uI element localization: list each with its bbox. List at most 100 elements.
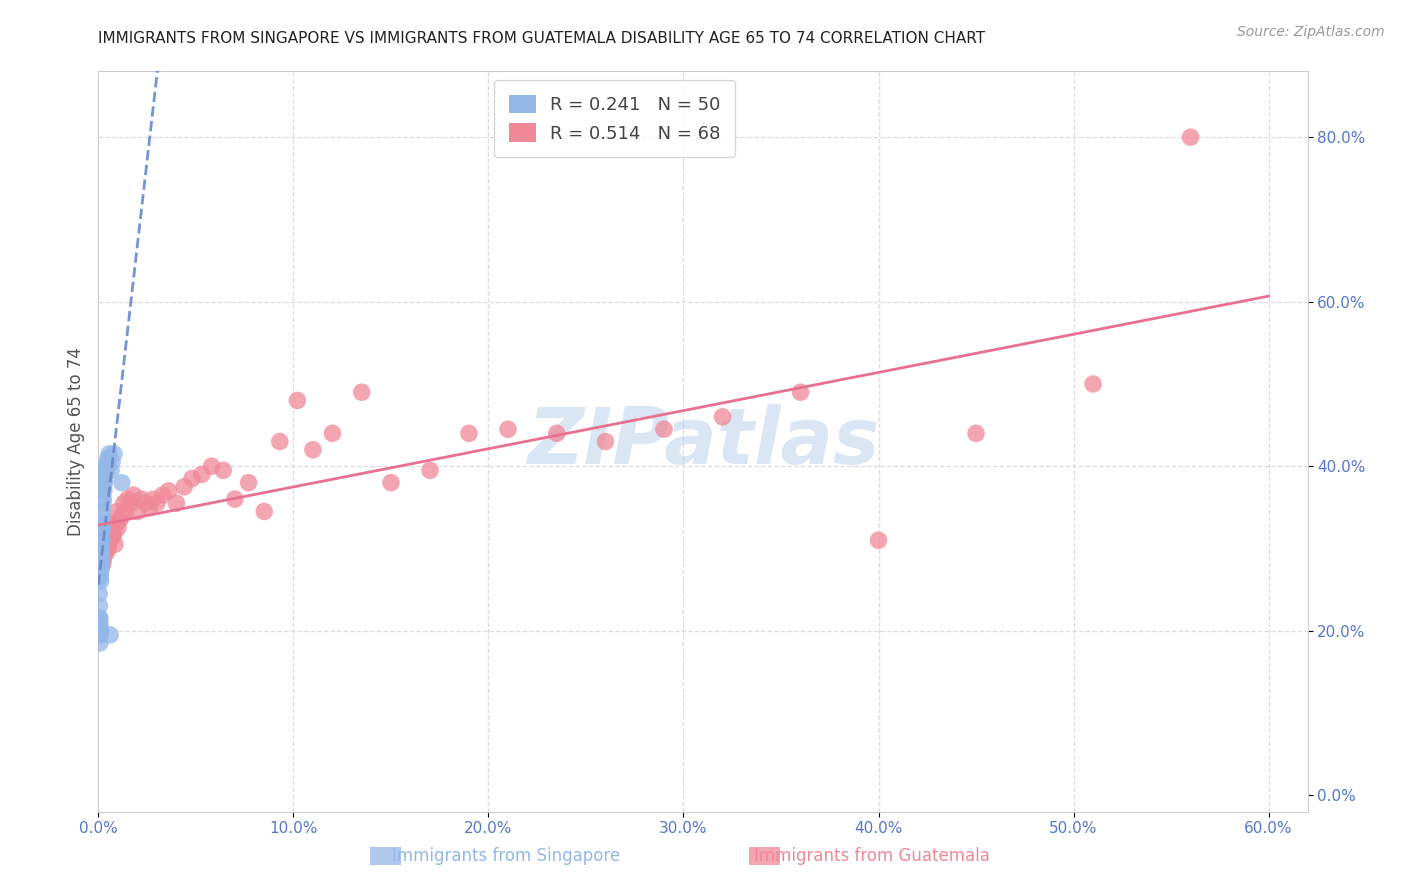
- Point: [89, 570, 111, 584]
- Point: [97, 450, 120, 465]
- Point: [93, 475, 115, 490]
- Point: [122, 488, 145, 502]
- Point: [98, 628, 121, 642]
- Point: [142, 492, 165, 507]
- Point: [101, 529, 124, 543]
- Point: [90, 529, 112, 543]
- Point: [269, 434, 291, 449]
- Point: [87, 554, 110, 568]
- Point: [173, 480, 195, 494]
- Point: [868, 533, 890, 548]
- Point: [104, 516, 127, 531]
- Point: [98, 524, 121, 539]
- Point: [146, 496, 169, 510]
- Point: [253, 504, 276, 518]
- Point: [90, 554, 112, 568]
- Point: [93, 480, 115, 494]
- Point: [90, 549, 112, 564]
- Point: [89, 611, 111, 625]
- Point: [419, 463, 441, 477]
- Point: [1081, 376, 1104, 391]
- Point: [238, 475, 260, 490]
- Point: [89, 628, 111, 642]
- Point: [108, 513, 131, 527]
- Point: [711, 409, 734, 424]
- Point: [94, 537, 117, 551]
- Point: [96, 455, 118, 469]
- Point: [93, 546, 115, 560]
- Point: [89, 566, 111, 581]
- Point: [91, 533, 114, 548]
- Point: [90, 549, 112, 564]
- Point: [89, 587, 111, 601]
- Point: [111, 508, 134, 523]
- Point: [91, 558, 114, 572]
- Point: [90, 516, 112, 531]
- Point: [90, 546, 112, 560]
- Point: [94, 467, 117, 482]
- Point: [98, 533, 121, 548]
- Point: [496, 422, 519, 436]
- Point: [98, 447, 121, 461]
- Point: [114, 504, 136, 518]
- Point: [380, 475, 402, 490]
- Point: [100, 521, 122, 535]
- Point: [89, 636, 111, 650]
- Point: [789, 385, 811, 400]
- Point: [103, 447, 125, 461]
- Point: [91, 521, 114, 535]
- Point: [117, 492, 139, 507]
- Point: [111, 475, 134, 490]
- Point: [91, 504, 114, 518]
- Point: [94, 463, 117, 477]
- Point: [321, 426, 343, 441]
- Point: [546, 426, 568, 441]
- Point: [152, 488, 174, 502]
- Point: [350, 385, 373, 400]
- Point: [89, 558, 111, 572]
- Point: [91, 496, 114, 510]
- Point: [91, 554, 114, 568]
- Point: [458, 426, 481, 441]
- Point: [157, 483, 180, 498]
- Point: [90, 533, 112, 548]
- Point: [285, 393, 308, 408]
- Text: Source: ZipAtlas.com: Source: ZipAtlas.com: [1237, 25, 1385, 39]
- Point: [101, 455, 124, 469]
- Text: IMMIGRANTS FROM SINGAPORE VS IMMIGRANTS FROM GUATEMALA DISABILITY AGE 65 TO 74 C: IMMIGRANTS FROM SINGAPORE VS IMMIGRANTS …: [98, 31, 986, 46]
- Legend: R = 0.241   N = 50, R = 0.514   N = 68: R = 0.241 N = 50, R = 0.514 N = 68: [495, 80, 735, 157]
- Point: [1180, 130, 1202, 145]
- Point: [100, 463, 122, 477]
- Text: Immigrants from Singapore: Immigrants from Singapore: [392, 847, 620, 865]
- Point: [89, 628, 111, 642]
- Point: [89, 615, 111, 630]
- Point: [94, 529, 117, 543]
- Point: [90, 524, 112, 539]
- Point: [138, 500, 160, 515]
- Point: [91, 492, 114, 507]
- Y-axis label: Disability Age 65 to 74: Disability Age 65 to 74: [66, 347, 84, 536]
- Point: [89, 624, 111, 638]
- Point: [212, 463, 235, 477]
- Point: [93, 533, 115, 548]
- Point: [101, 516, 124, 531]
- Point: [965, 426, 987, 441]
- Point: [112, 496, 135, 510]
- Point: [595, 434, 617, 449]
- Point: [224, 492, 246, 507]
- Point: [131, 492, 153, 507]
- Point: [96, 463, 118, 477]
- Point: [127, 504, 149, 518]
- Point: [90, 541, 112, 556]
- Point: [96, 546, 118, 560]
- Point: [96, 459, 118, 474]
- Point: [90, 537, 112, 551]
- Point: [90, 558, 112, 572]
- Point: [652, 422, 675, 436]
- Point: [87, 570, 110, 584]
- Point: [96, 524, 118, 539]
- Point: [104, 537, 127, 551]
- Point: [90, 562, 112, 576]
- Point: [90, 541, 112, 556]
- Point: [89, 599, 111, 613]
